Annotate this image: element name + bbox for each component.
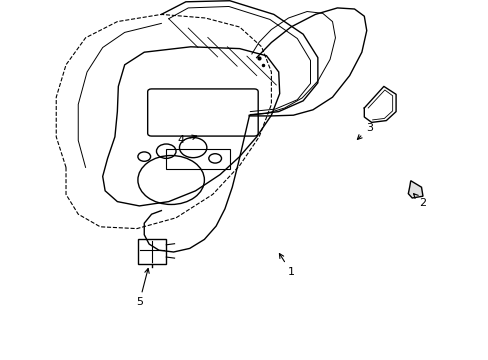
Text: 2: 2 [413,194,426,208]
Text: 4: 4 [177,135,196,145]
Text: 1: 1 [279,253,294,277]
Polygon shape [407,181,422,198]
Bar [166,149,229,169]
Text: 3: 3 [357,123,372,139]
Text: 5: 5 [136,269,149,307]
Bar [138,239,166,264]
